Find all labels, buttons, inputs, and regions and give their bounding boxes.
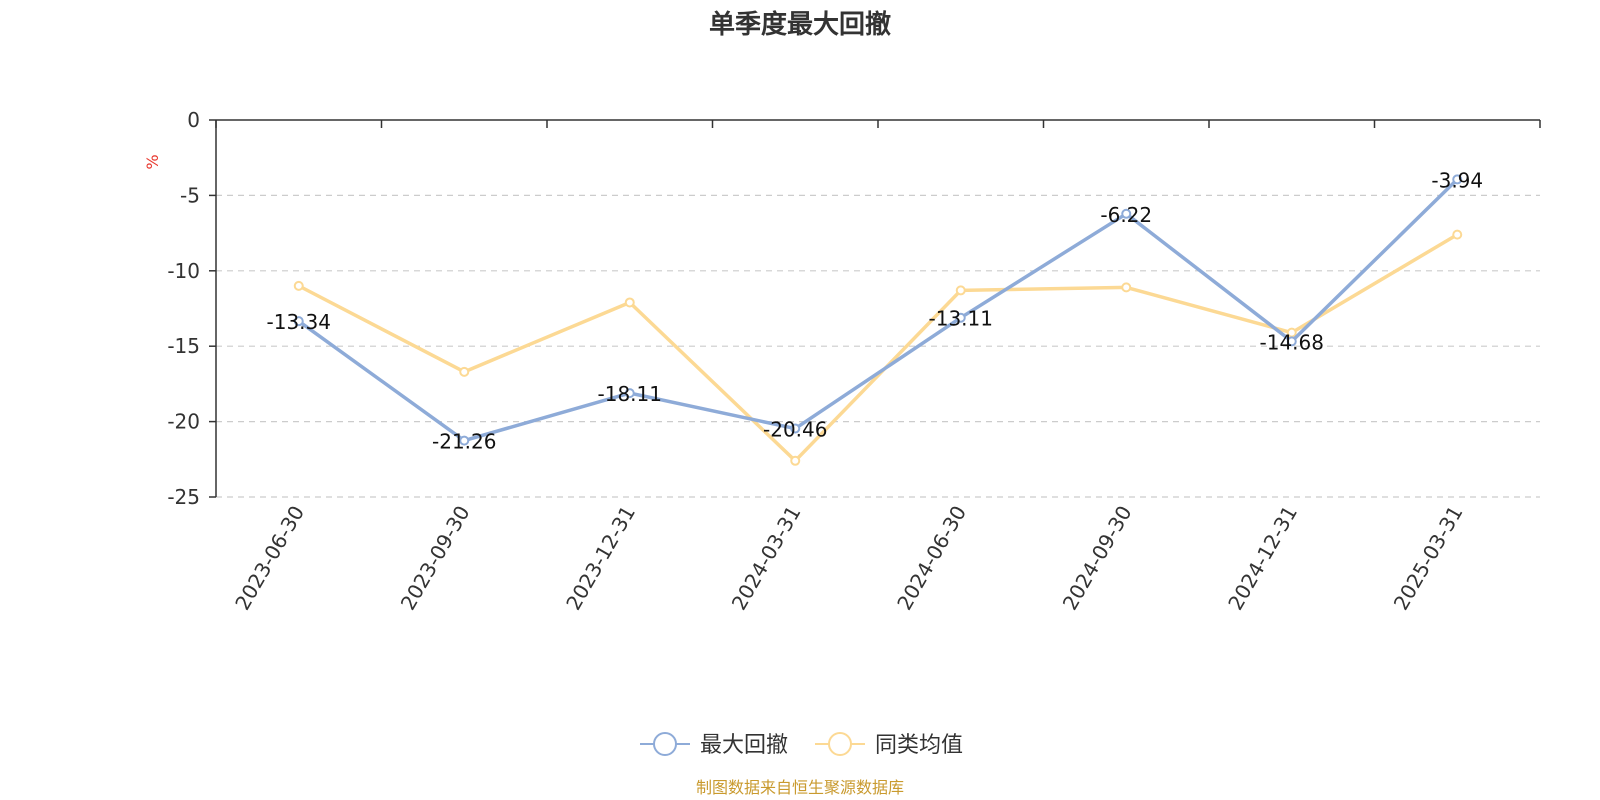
data-label: -21.26 bbox=[432, 430, 496, 454]
y-tick-label: 0 bbox=[187, 108, 200, 132]
data-label: -14.68 bbox=[1260, 330, 1324, 354]
legend-marker-circle bbox=[653, 732, 677, 756]
data-point bbox=[1121, 282, 1132, 293]
legend: 最大回撤 同类均值 bbox=[640, 732, 963, 758]
x-tick-label: 2023-06-30 bbox=[230, 502, 309, 615]
legend-item: 最大回撤 bbox=[640, 732, 788, 758]
data-point bbox=[1452, 229, 1463, 240]
x-tick-label: 2024-03-31 bbox=[727, 502, 806, 615]
y-tick-label: -10 bbox=[167, 259, 200, 283]
series-line bbox=[297, 177, 1459, 443]
data-labels: -13.34 -21.26 -18.11 -20.46 -13.11 -6.22 -14.6… bbox=[267, 168, 1484, 453]
chart-title: 单季度最大回撤 bbox=[709, 9, 891, 40]
x-tick-label: 2024-06-30 bbox=[892, 502, 971, 615]
data-point bbox=[1452, 174, 1463, 185]
y-tick-label: -20 bbox=[167, 410, 200, 434]
series-lines bbox=[293, 174, 1463, 466]
data-point bbox=[1121, 208, 1132, 219]
y-axis-unit: % bbox=[143, 154, 162, 169]
axes: 0 -5 -10 -15 -20 -25 2023-06-30 2023-09-30 2023-… bbox=[167, 108, 1541, 615]
data-point bbox=[624, 297, 635, 308]
y-tick-label: -25 bbox=[167, 485, 200, 509]
data-label: -20.46 bbox=[763, 418, 827, 442]
legend-item: 同类均值 bbox=[815, 732, 963, 758]
data-label: -18.11 bbox=[598, 382, 662, 406]
data-label: -13.34 bbox=[267, 310, 331, 334]
data-label: -13.11 bbox=[929, 307, 993, 331]
data-point bbox=[459, 366, 470, 377]
data-point bbox=[790, 423, 801, 434]
data-point bbox=[293, 316, 304, 327]
y-tick-label: -15 bbox=[167, 334, 200, 358]
x-tick-label: 2025-03-31 bbox=[1389, 502, 1468, 615]
data-point bbox=[459, 435, 470, 446]
data-label: -6.22 bbox=[1100, 203, 1152, 227]
legend-label: 同类均值 bbox=[875, 733, 963, 758]
data-point bbox=[1286, 336, 1297, 347]
legend-marker-circle bbox=[828, 732, 852, 756]
source-note: 制图数据来自恒生聚源数据库 bbox=[696, 778, 904, 797]
legend-label: 最大回撤 bbox=[700, 733, 788, 758]
x-tick-label: 2023-09-30 bbox=[396, 502, 475, 615]
x-tick-label: 2023-12-31 bbox=[561, 502, 640, 615]
data-label: -3.94 bbox=[1431, 168, 1483, 192]
data-point bbox=[293, 280, 304, 291]
y-tick-label: -5 bbox=[180, 183, 200, 207]
data-point bbox=[624, 388, 635, 399]
data-point bbox=[955, 285, 966, 296]
data-point bbox=[955, 312, 966, 323]
x-tick-label: 2024-12-31 bbox=[1223, 502, 1302, 615]
series-line bbox=[297, 232, 1459, 463]
data-point bbox=[790, 455, 801, 466]
x-tick-label: 2024-09-30 bbox=[1058, 502, 1137, 615]
